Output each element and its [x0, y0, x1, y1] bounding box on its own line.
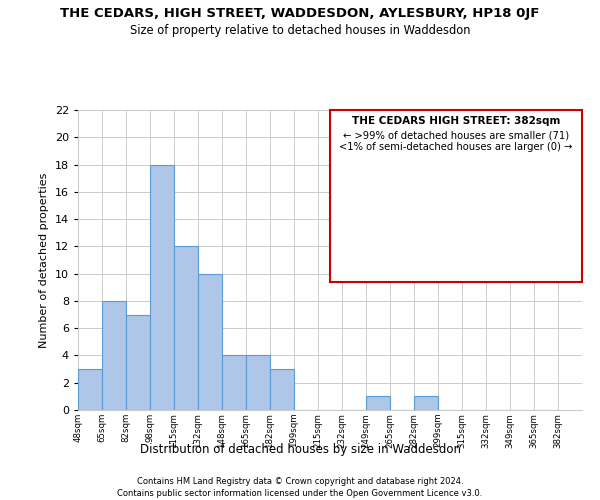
Bar [222, 356, 246, 410]
Bar [126, 314, 150, 410]
Bar [366, 396, 390, 410]
Text: Contains public sector information licensed under the Open Government Licence v3: Contains public sector information licen… [118, 489, 482, 498]
Bar [198, 274, 222, 410]
Bar [246, 356, 270, 410]
Text: ← >99% of detached houses are smaller (71): ← >99% of detached houses are smaller (7… [343, 130, 569, 140]
Text: Size of property relative to detached houses in Waddesdon: Size of property relative to detached ho… [130, 24, 470, 37]
Bar [102, 301, 126, 410]
Text: <1% of semi-detached houses are larger (0) →: <1% of semi-detached houses are larger (… [340, 142, 572, 152]
Bar [414, 396, 438, 410]
Text: Contains HM Land Registry data © Crown copyright and database right 2024.: Contains HM Land Registry data © Crown c… [137, 478, 463, 486]
Bar [270, 369, 294, 410]
Bar [150, 164, 174, 410]
Text: THE CEDARS HIGH STREET: 382sqm: THE CEDARS HIGH STREET: 382sqm [352, 116, 560, 126]
Bar [78, 369, 102, 410]
Text: THE CEDARS, HIGH STREET, WADDESDON, AYLESBURY, HP18 0JF: THE CEDARS, HIGH STREET, WADDESDON, AYLE… [61, 8, 539, 20]
Bar [174, 246, 198, 410]
Text: Distribution of detached houses by size in Waddesdon: Distribution of detached houses by size … [139, 442, 461, 456]
Y-axis label: Number of detached properties: Number of detached properties [39, 172, 49, 348]
